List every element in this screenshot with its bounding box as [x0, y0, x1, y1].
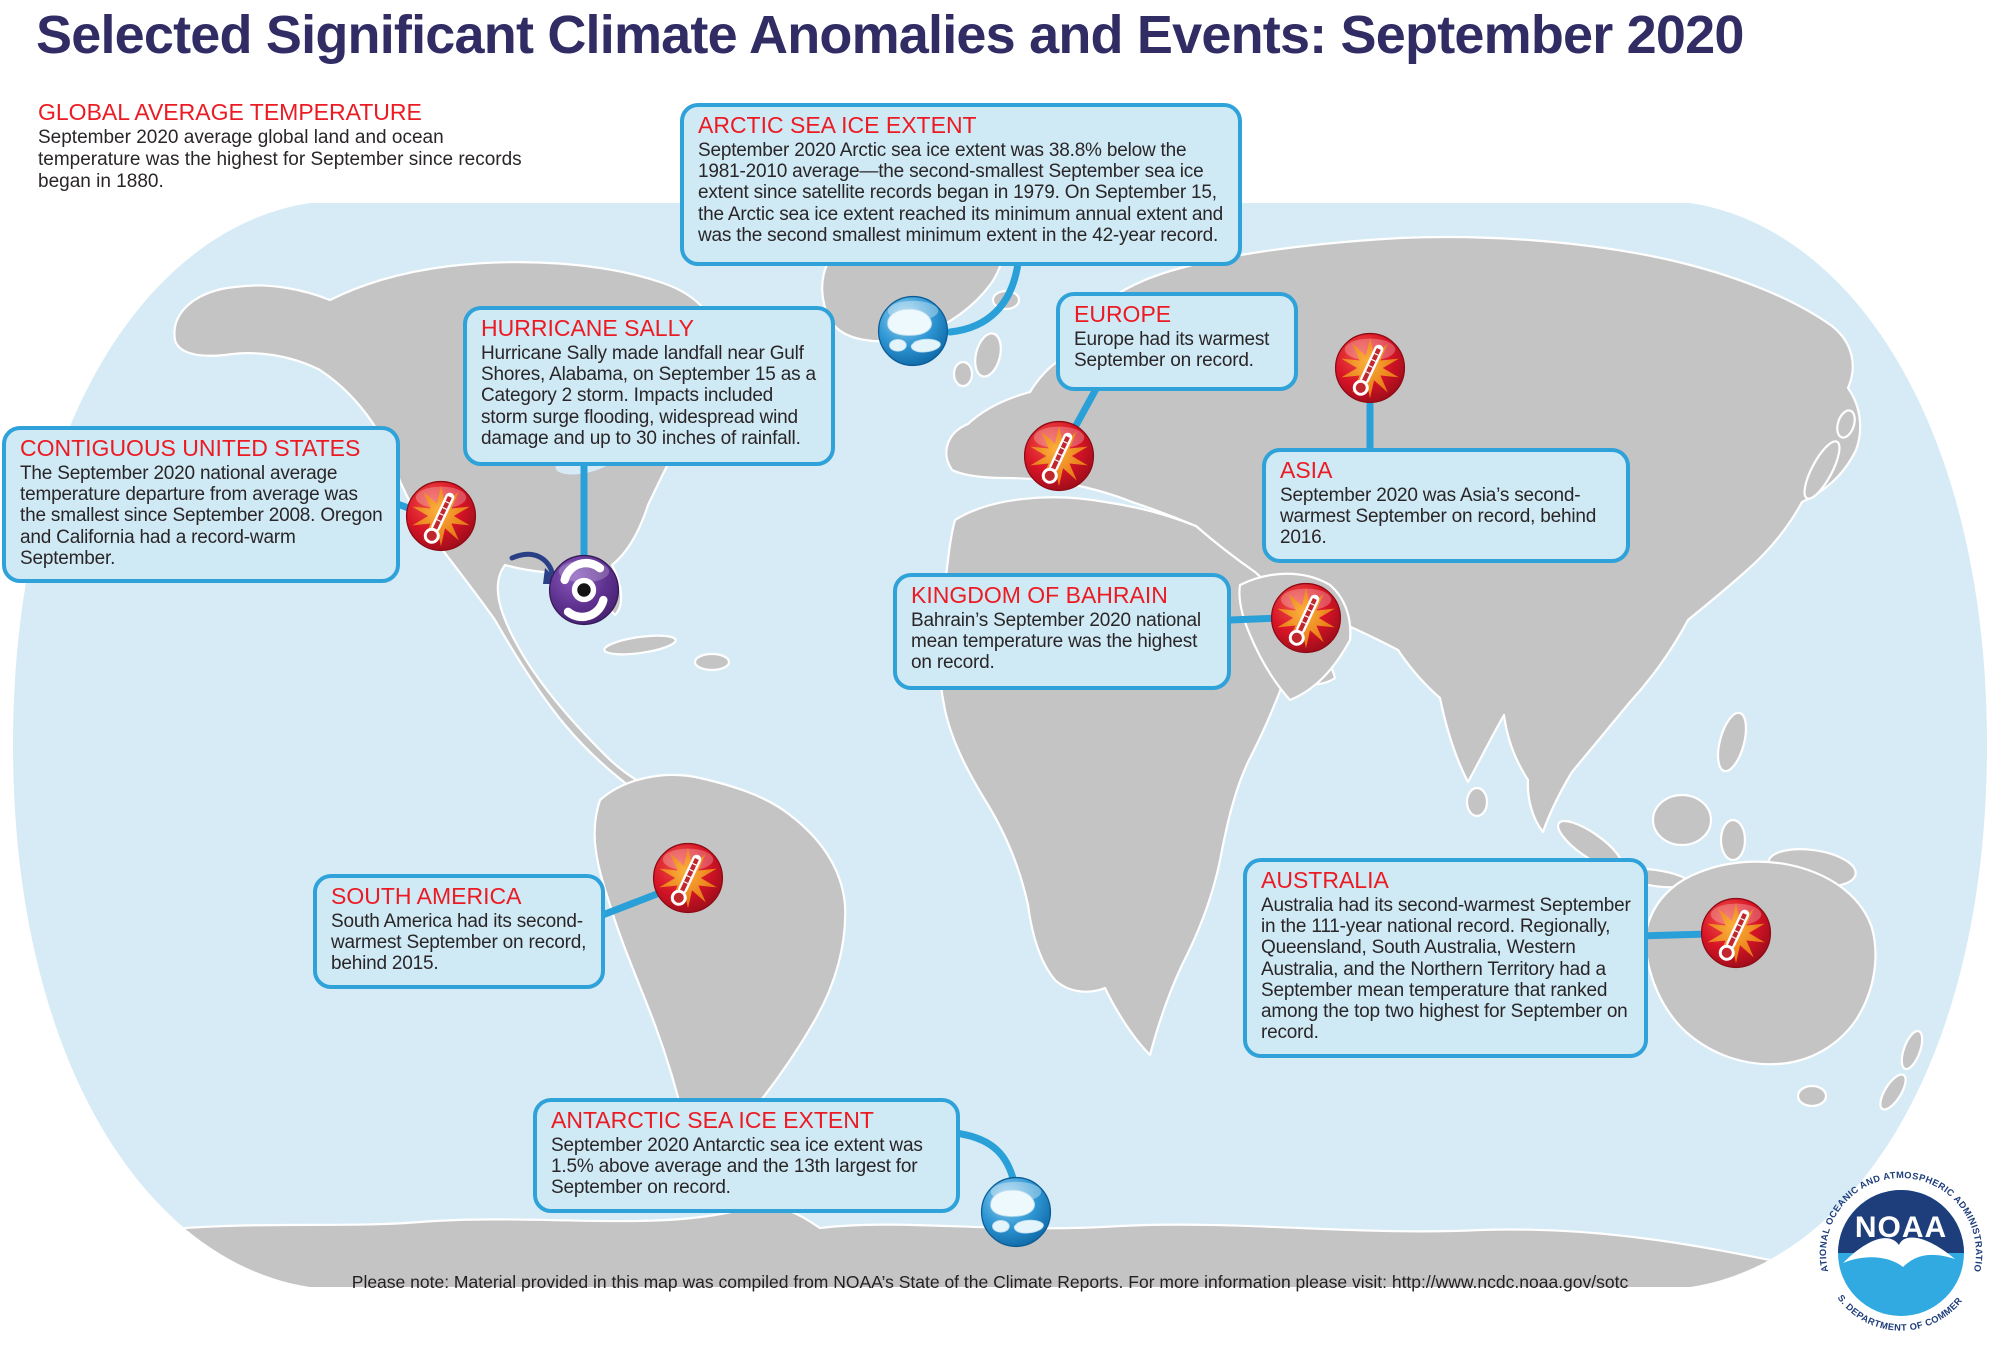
island-sulawesi [1719, 818, 1747, 862]
island-borneo [1651, 793, 1713, 847]
callout-title: KINGDOM OF BAHRAIN [911, 582, 1168, 608]
callout-europe: EUROPE Europe had its warmest September … [1056, 292, 1298, 391]
callout-antarctic-sea-ice: ANTARCTIC SEA ICE EXTENT September 2020 … [533, 1098, 960, 1213]
island-cuba [603, 634, 677, 656]
connector-australia [1636, 930, 1712, 940]
island-philippines [1716, 711, 1748, 773]
island-ireland [952, 360, 974, 388]
page-title: Selected Significant Climate Anomalies a… [36, 5, 1744, 65]
callout-body: The September 2020 national average temp… [20, 462, 383, 569]
island-nz-north [1900, 1029, 1924, 1071]
callout-body: Australia had its second-warmest Septemb… [1261, 894, 1631, 1044]
callout-title: SOUTH AMERICA [331, 883, 522, 909]
island-japan [1803, 440, 1841, 500]
callout-title: ASIA [1280, 457, 1333, 483]
connector-arctic [946, 259, 1022, 336]
thermometer-icon [1334, 332, 1406, 404]
callout-contiguous-united-states: CONTIGUOUS UNITED STATES The September 2… [2, 426, 400, 584]
callout-title: HURRICANE SALLY [481, 315, 695, 341]
connector-antarctic [951, 1129, 1018, 1186]
noaa-logo-sky [1838, 1190, 1964, 1253]
callout-title: ARCTIC SEA ICE EXTENT [698, 112, 977, 138]
callout-hurricane-sally: HURRICANE SALLY Hurricane Sally made lan… [463, 306, 835, 466]
seagull-icon [1843, 1237, 1955, 1267]
island-tasmania [1796, 1084, 1828, 1108]
thermometer-icon [1270, 582, 1342, 654]
footnote: Please note: Material provided in this m… [351, 1272, 1629, 1292]
thermometer-icon [1023, 420, 1095, 492]
thermometer-icon [1700, 897, 1772, 969]
thermometer-icon [652, 842, 724, 914]
landmass-australia [1643, 860, 1877, 1066]
noaa-logo: NOAA NATIONAL OCEANIC AND ATMOSPHERIC AD… [1818, 1170, 1984, 1333]
callout-body: Europe had its warmest September on reco… [1074, 328, 1270, 372]
callout-body: Hurricane Sally made landfall near Gulf … [481, 342, 816, 449]
callout-body: September 2020 Antarctic sea ice extent … [551, 1134, 923, 1199]
callout-arctic-sea-ice: ARCTIC SEA ICE EXTENT September 2020 Arc… [680, 103, 1242, 266]
global-average-temperature-section: GLOBAL AVERAGE TEMPERATURE September 202… [38, 99, 528, 192]
island-hispaniola [693, 652, 731, 672]
section-body: September 2020 average global land and o… [38, 127, 522, 192]
section-title: GLOBAL AVERAGE TEMPERATURE [38, 99, 422, 125]
callout-body: September 2020 was Asia’s second-warmest… [1280, 484, 1597, 549]
island-britain [974, 332, 1002, 378]
hurricane-icon [542, 548, 626, 632]
callout-kingdom-of-bahrain: KINGDOM OF BAHRAIN Bahrain’s September 2… [893, 573, 1231, 690]
callout-title: CONTIGUOUS UNITED STATES [20, 435, 361, 461]
island-sri-lanka [1465, 786, 1489, 818]
sea-ice-icon [877, 295, 949, 367]
callout-body: Bahrain’s September 2020 national mean t… [911, 609, 1201, 674]
callout-asia: ASIA September 2020 was Asia’s second-wa… [1262, 448, 1630, 563]
connector-south-america [596, 888, 666, 920]
island-nz-south [1879, 1073, 1907, 1111]
noaa-acronym: NOAA [1855, 1211, 1947, 1244]
callout-south-america: SOUTH AMERICA South America had its seco… [313, 874, 605, 989]
callout-body: September 2020 Arctic sea ice extent was… [698, 139, 1223, 246]
callout-body: South America had its second-warmest Sep… [331, 910, 587, 975]
thermometer-icon [405, 480, 477, 552]
callout-title: AUSTRALIA [1261, 867, 1389, 893]
sea-ice-icon [980, 1176, 1052, 1248]
island-japan-north [1836, 409, 1856, 439]
callout-title: EUROPE [1074, 301, 1172, 327]
callout-australia: AUSTRALIA Australia had its second-warme… [1243, 858, 1648, 1058]
callout-title: ANTARCTIC SEA ICE EXTENT [551, 1107, 874, 1133]
